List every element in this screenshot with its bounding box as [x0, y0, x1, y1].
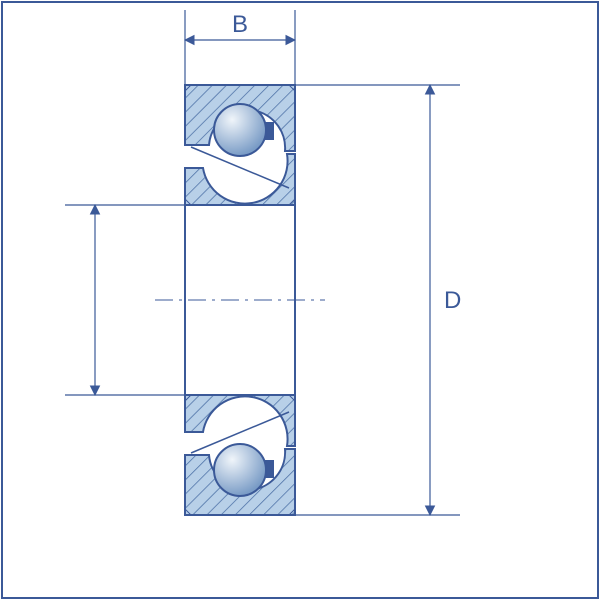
- ball-top: [214, 104, 266, 156]
- bearing-cross-section-diagram: BD: [0, 0, 600, 600]
- ball-bottom: [214, 444, 266, 496]
- label-D: D: [444, 287, 461, 314]
- label-B: B: [232, 11, 248, 38]
